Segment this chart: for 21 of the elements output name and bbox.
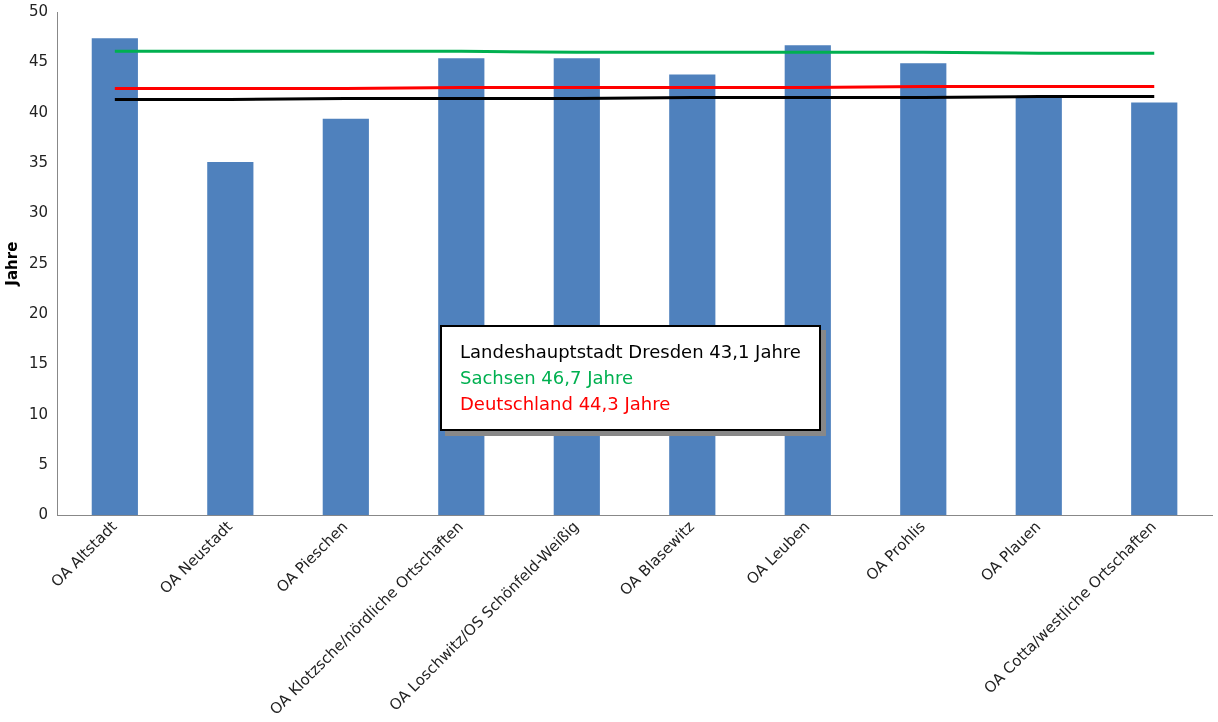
bar — [322, 118, 369, 516]
y-tick-label: 20 — [28, 303, 49, 322]
y-tick-label: 35 — [28, 152, 49, 171]
bar — [900, 63, 947, 516]
text: Deutschland 44,3 Jahre — [460, 392, 672, 416]
y-tick-label: 0 — [38, 505, 49, 524]
text: Sachsen 46,7 Jahre — [460, 366, 634, 390]
y-tick-label: 5 — [38, 454, 49, 473]
y-tick-label: 10 — [28, 404, 49, 423]
y-tick-label: 15 — [28, 354, 49, 373]
bar — [1015, 96, 1062, 516]
bar — [91, 38, 138, 516]
y-tick-label: 40 — [28, 102, 49, 121]
y-tick-label: 50 — [28, 1, 49, 20]
text: Landeshauptstadt Dresden 43,1 Jahre — [460, 340, 801, 364]
y-tick-label: 25 — [28, 253, 49, 272]
y-tick-label: 45 — [28, 52, 49, 71]
bar — [1131, 102, 1178, 516]
y-tick-label: 30 — [28, 203, 49, 222]
bar — [207, 161, 254, 516]
y-axis-title: Jahre — [2, 241, 21, 287]
